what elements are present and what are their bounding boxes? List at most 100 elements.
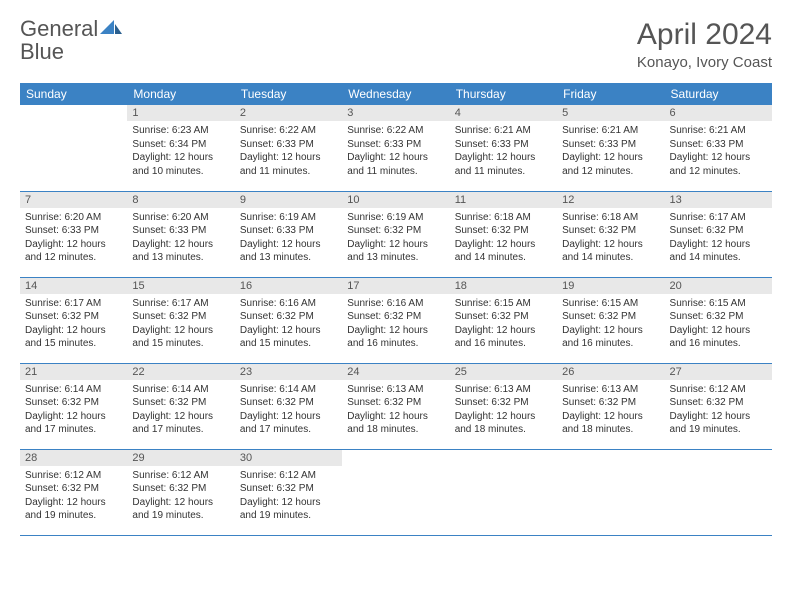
day-info: Sunrise: 6:16 AMSunset: 6:32 PMDaylight:… xyxy=(235,294,342,355)
day-number: 6 xyxy=(665,105,772,121)
sunrise-text: Sunrise: 6:22 AM xyxy=(240,125,316,136)
calendar-day-cell: 22Sunrise: 6:14 AMSunset: 6:32 PMDayligh… xyxy=(127,363,234,449)
sunset-text: Sunset: 6:33 PM xyxy=(25,225,99,236)
day-number: 24 xyxy=(342,364,449,380)
sunrise-text: Sunrise: 6:12 AM xyxy=(240,470,316,481)
page-header: General Blue April 2024 Konayo, Ivory Co… xyxy=(20,18,772,71)
calendar-day-cell: 29Sunrise: 6:12 AMSunset: 6:32 PMDayligh… xyxy=(127,449,234,535)
sunset-text: Sunset: 6:32 PM xyxy=(132,397,206,408)
calendar-week-row: 1Sunrise: 6:23 AMSunset: 6:34 PMDaylight… xyxy=(20,105,772,191)
weekday-header: Friday xyxy=(557,83,664,105)
sunset-text: Sunset: 6:33 PM xyxy=(240,139,314,150)
sunset-text: Sunset: 6:32 PM xyxy=(455,311,529,322)
daylight-text: Daylight: 12 hours and 19 minutes. xyxy=(670,411,751,436)
calendar-day-cell xyxy=(450,449,557,535)
day-info: Sunrise: 6:22 AM Sunset: 6:33 PM Daylight:… xyxy=(235,121,342,182)
sunset-text: Sunset: 6:32 PM xyxy=(132,311,206,322)
day-info: Sunrise: 6:17 AMSunset: 6:32 PMDaylight:… xyxy=(127,294,234,355)
weekday-header: Tuesday xyxy=(235,83,342,105)
calendar-day-cell: 7Sunrise: 6:20 AMSunset: 6:33 PMDaylight… xyxy=(20,191,127,277)
daylight-text: Daylight: 12 hours and 19 minutes. xyxy=(25,497,106,522)
sail-icon xyxy=(100,18,122,36)
calendar-day-cell: 6 Sunrise: 6:21 AM Sunset: 6:33 PM Daylight… xyxy=(665,105,772,191)
calendar-day-cell: 11Sunrise: 6:18 AMSunset: 6:32 PMDayligh… xyxy=(450,191,557,277)
day-number: 19 xyxy=(557,278,664,294)
calendar-day-cell: 18Sunrise: 6:15 AMSunset: 6:32 PMDayligh… xyxy=(450,277,557,363)
daylight-text: Daylight: 12 hours and 12 minutes. xyxy=(670,152,751,177)
day-info: Sunrise: 6:19 AMSunset: 6:33 PMDaylight:… xyxy=(235,208,342,269)
day-number: 3 xyxy=(342,105,449,121)
day-number: 8 xyxy=(127,192,234,208)
sunrise-text: Sunrise: 6:22 AM xyxy=(347,125,423,136)
day-info: Sunrise: 6:17 AMSunset: 6:32 PMDaylight:… xyxy=(20,294,127,355)
day-info: Sunrise: 6:14 AMSunset: 6:32 PMDaylight:… xyxy=(127,380,234,441)
day-number: 12 xyxy=(557,192,664,208)
calendar-day-cell: 1Sunrise: 6:23 AMSunset: 6:34 PMDaylight… xyxy=(127,105,234,191)
day-info: Sunrise: 6:12 AMSunset: 6:32 PMDaylight:… xyxy=(235,466,342,527)
calendar-day-cell: 20Sunrise: 6:15 AMSunset: 6:32 PMDayligh… xyxy=(665,277,772,363)
day-info: Sunrise: 6:20 AMSunset: 6:33 PMDaylight:… xyxy=(127,208,234,269)
calendar-day-cell: 25Sunrise: 6:13 AMSunset: 6:32 PMDayligh… xyxy=(450,363,557,449)
daylight-text: Daylight: 12 hours and 17 minutes. xyxy=(132,411,213,436)
daylight-text: Daylight: 12 hours and 17 minutes. xyxy=(25,411,106,436)
calendar-week-row: 28 Sunrise: 6:12 AM Sunset: 6:32 PM Dayligh… xyxy=(20,449,772,535)
sunset-text: Sunset: 6:32 PM xyxy=(670,311,744,322)
day-number: 9 xyxy=(235,192,342,208)
day-number: 5 xyxy=(557,105,664,121)
sunset-text: Sunset: 6:33 PM xyxy=(132,225,206,236)
sunrise-text: Sunrise: 6:15 AM xyxy=(562,298,638,309)
sunrise-text: Sunrise: 6:17 AM xyxy=(670,212,746,223)
sunset-text: Sunset: 6:32 PM xyxy=(455,225,529,236)
day-number: 16 xyxy=(235,278,342,294)
calendar-day-cell: 21Sunrise: 6:14 AMSunset: 6:32 PMDayligh… xyxy=(20,363,127,449)
calendar-day-cell xyxy=(342,449,449,535)
day-number: 23 xyxy=(235,364,342,380)
day-info: Sunrise: 6:18 AMSunset: 6:32 PMDaylight:… xyxy=(557,208,664,269)
day-info: Sunrise: 6:14 AMSunset: 6:32 PMDaylight:… xyxy=(20,380,127,441)
sunset-text: Sunset: 6:32 PM xyxy=(347,225,421,236)
day-number: 18 xyxy=(450,278,557,294)
day-number: 30 xyxy=(235,450,342,466)
day-info: Sunrise: 6:12 AMSunset: 6:32 PMDaylight:… xyxy=(665,380,772,441)
calendar-day-cell: 12Sunrise: 6:18 AMSunset: 6:32 PMDayligh… xyxy=(557,191,664,277)
sunrise-text: Sunrise: 6:12 AM xyxy=(25,470,101,481)
sunrise-text: Sunrise: 6:16 AM xyxy=(240,298,316,309)
weekday-header: Sunday xyxy=(20,83,127,105)
day-number: 4 xyxy=(450,105,557,121)
sunrise-text: Sunrise: 6:18 AM xyxy=(455,212,531,223)
day-info: Sunrise: 6:19 AMSunset: 6:32 PMDaylight:… xyxy=(342,208,449,269)
day-number: 29 xyxy=(127,450,234,466)
calendar-day-cell: 2 Sunrise: 6:22 AM Sunset: 6:33 PM Daylight… xyxy=(235,105,342,191)
sunrise-text: Sunrise: 6:14 AM xyxy=(240,384,316,395)
sunset-text: Sunset: 6:32 PM xyxy=(240,483,314,494)
calendar-day-cell: 5Sunrise: 6:21 AMSunset: 6:33 PMDaylight… xyxy=(557,105,664,191)
day-number: 2 xyxy=(235,105,342,121)
sunset-text: Sunset: 6:32 PM xyxy=(455,397,529,408)
day-number: 28 xyxy=(20,450,127,466)
day-info: Sunrise: 6:14 AMSunset: 6:32 PMDaylight:… xyxy=(235,380,342,441)
sunset-text: Sunset: 6:32 PM xyxy=(240,311,314,322)
calendar-table: SundayMondayTuesdayWednesdayThursdayFrid… xyxy=(20,83,772,536)
calendar-day-cell: 4Sunrise: 6:21 AMSunset: 6:33 PMDaylight… xyxy=(450,105,557,191)
sunrise-text: Sunrise: 6:23 AM xyxy=(132,125,208,136)
weekday-header: Saturday xyxy=(665,83,772,105)
calendar-day-cell: 17Sunrise: 6:16 AMSunset: 6:32 PMDayligh… xyxy=(342,277,449,363)
month-title: April 2024 xyxy=(637,18,772,52)
sunset-text: Sunset: 6:33 PM xyxy=(670,139,744,150)
day-info: Sunrise: 6:21 AMSunset: 6:33 PMDaylight:… xyxy=(557,121,664,182)
day-info: Sunrise: 6:17 AMSunset: 6:32 PMDaylight:… xyxy=(665,208,772,269)
day-info: Sunrise: 6:13 AMSunset: 6:32 PMDaylight:… xyxy=(342,380,449,441)
day-info: Sunrise: 6:15 AMSunset: 6:32 PMDaylight:… xyxy=(665,294,772,355)
sunset-text: Sunset: 6:32 PM xyxy=(25,311,99,322)
sunrise-text: Sunrise: 6:20 AM xyxy=(132,212,208,223)
daylight-text: Daylight: 12 hours and 11 minutes. xyxy=(240,152,321,177)
day-info: Sunrise: 6:15 AMSunset: 6:32 PMDaylight:… xyxy=(557,294,664,355)
day-info: Sunrise: 6:20 AMSunset: 6:33 PMDaylight:… xyxy=(20,208,127,269)
calendar-day-cell: 3Sunrise: 6:22 AMSunset: 6:33 PMDaylight… xyxy=(342,105,449,191)
day-number: 14 xyxy=(20,278,127,294)
sunrise-text: Sunrise: 6:21 AM xyxy=(670,125,746,136)
day-info: Sunrise: 6:22 AMSunset: 6:33 PMDaylight:… xyxy=(342,121,449,182)
sunrise-text: Sunrise: 6:15 AM xyxy=(455,298,531,309)
sunrise-text: Sunrise: 6:21 AM xyxy=(455,125,531,136)
sunrise-text: Sunrise: 6:13 AM xyxy=(455,384,531,395)
